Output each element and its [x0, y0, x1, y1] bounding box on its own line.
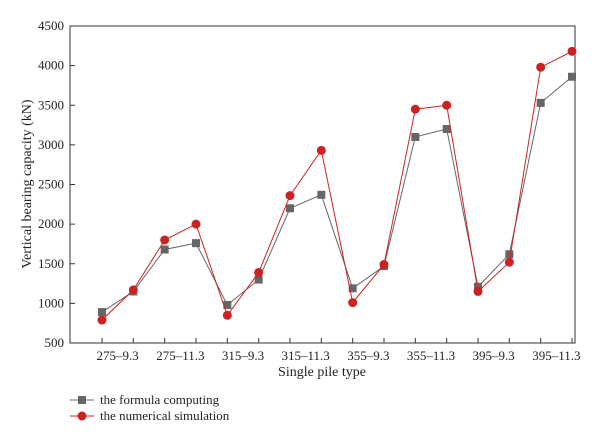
- y-tick-label: 500: [45, 335, 65, 350]
- plot-frame: [69, 25, 576, 344]
- data-point-simulation: [504, 257, 514, 267]
- data-point-simulation: [222, 310, 232, 320]
- y-tick-label: 1500: [38, 256, 64, 271]
- x-axis-title: Single pile type: [278, 365, 366, 380]
- series-layer: [97, 46, 577, 325]
- data-point-simulation: [285, 191, 295, 201]
- y-tick-label: 1000: [38, 295, 64, 310]
- data-point-simulation: [191, 219, 201, 229]
- y-tick-label: 4500: [38, 18, 64, 33]
- data-point-simulation: [473, 286, 483, 296]
- y-tick-label: 2000: [38, 216, 64, 231]
- data-point-simulation: [442, 100, 452, 110]
- x-tick-label: 275–11.3: [156, 348, 204, 363]
- data-point-formula: [160, 245, 169, 254]
- plot-area-border: [69, 25, 576, 344]
- x-tick-label: 395–9.3: [473, 348, 515, 363]
- data-point-formula: [411, 132, 420, 141]
- x-tick-label: 315–11.3: [282, 348, 330, 363]
- x-tick-label: 395–11.3: [532, 348, 580, 363]
- y-axis-title: Vertical bearing capacity (kN): [20, 99, 35, 268]
- data-point-formula: [568, 72, 576, 81]
- data-point-simulation: [410, 104, 420, 114]
- series-line-2: [101, 50, 573, 321]
- y-tick-label: 2500: [38, 177, 64, 192]
- x-tick-label: 355–9.3: [347, 348, 389, 363]
- y-tick-label: 4000: [38, 58, 64, 73]
- legend-label-2: the numerical simulation: [100, 408, 230, 423]
- series-line-1: [101, 76, 573, 313]
- data-point-formula: [505, 250, 514, 259]
- legend-marker-circle: [77, 411, 87, 421]
- data-point-formula: [98, 308, 106, 317]
- data-point-simulation: [254, 267, 264, 277]
- legend-label-1: the formula computing: [100, 392, 220, 407]
- data-point-formula: [317, 190, 326, 199]
- data-point-simulation: [379, 260, 389, 270]
- y-axis: 500 1000 1500 2000 2500 3000 3500 4000 4500: [38, 18, 75, 350]
- data-point-simulation: [567, 46, 577, 56]
- x-tick-label: 355–11.3: [407, 348, 455, 363]
- data-point-formula: [474, 282, 482, 291]
- data-point-formula: [254, 275, 263, 284]
- data-point-simulation: [128, 285, 138, 295]
- x-tick-label: 275–9.3: [97, 348, 139, 363]
- x-axis: 275–9.3 275–11.3 315–9.3 315–11.3 355–9.3 355…: [97, 338, 580, 363]
- data-point-formula: [442, 125, 451, 134]
- data-point-simulation: [536, 62, 546, 72]
- data-point-simulation: [348, 298, 358, 308]
- data-point-formula: [223, 300, 232, 309]
- data-point-simulation: [160, 235, 170, 245]
- x-tick-label: 315–9.3: [222, 348, 264, 363]
- data-point-formula: [348, 284, 357, 293]
- data-point-formula: [536, 98, 545, 107]
- y-tick-label: 3500: [38, 97, 64, 112]
- data-point-simulation: [97, 315, 107, 325]
- data-point-simulation: [316, 145, 326, 155]
- data-point-formula: [286, 204, 294, 213]
- y-tick-label: 3000: [38, 137, 64, 152]
- data-point-formula: [192, 239, 200, 248]
- legend-marker-square: [78, 396, 86, 404]
